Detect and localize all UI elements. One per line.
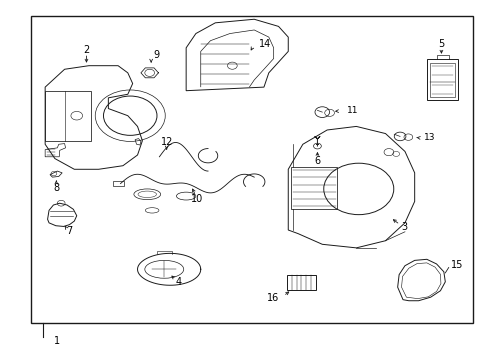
Text: 2: 2: [83, 45, 89, 55]
Text: 14: 14: [259, 39, 271, 49]
Text: 1: 1: [54, 336, 60, 346]
Bar: [290, 167, 337, 208]
Text: 5: 5: [437, 39, 444, 49]
Text: 16: 16: [267, 293, 279, 303]
Bar: [113, 181, 123, 186]
Text: 15: 15: [450, 260, 463, 270]
Bar: [429, 63, 454, 97]
Bar: [30, 16, 472, 323]
Text: 6: 6: [314, 157, 320, 166]
Text: 10: 10: [190, 194, 203, 204]
Text: 3: 3: [400, 222, 406, 232]
Bar: [45, 91, 91, 141]
Text: 8: 8: [53, 183, 59, 193]
Text: 11: 11: [346, 106, 357, 115]
Text: 13: 13: [424, 132, 435, 141]
Text: 12: 12: [160, 138, 173, 148]
Text: 7: 7: [66, 226, 72, 237]
Bar: [286, 275, 315, 290]
Text: 9: 9: [153, 50, 159, 60]
Text: 4: 4: [176, 277, 182, 287]
Bar: [426, 59, 458, 100]
